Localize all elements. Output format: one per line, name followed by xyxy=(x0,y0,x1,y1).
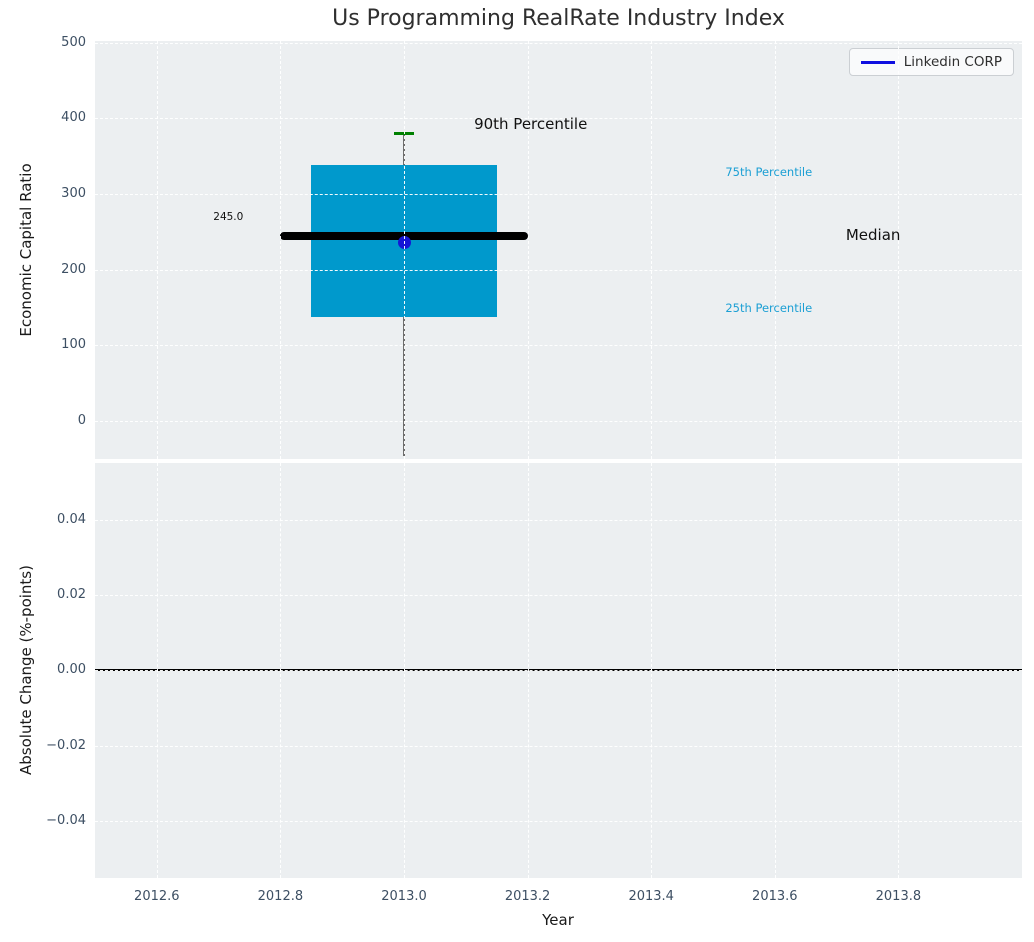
y-tick-label: 0.04 xyxy=(57,511,86,527)
median-value-label: 245.0 xyxy=(213,210,244,223)
y-tick-label: 0.02 xyxy=(57,587,86,603)
x-axis-label: Year xyxy=(542,911,574,929)
legend: Linkedin CORP xyxy=(848,48,1014,76)
gridline-vertical xyxy=(898,41,900,459)
gridline-horizontal xyxy=(95,670,1022,672)
chart-title: Us Programming RealRate Industry Index xyxy=(332,6,785,31)
gridline-horizontal xyxy=(95,820,1022,822)
y-tick-label: 0.00 xyxy=(57,662,86,678)
gridline-vertical xyxy=(404,41,405,459)
boxplot-median-line xyxy=(280,231,528,240)
gridline-horizontal xyxy=(95,42,1022,44)
x-tick-label: 2012.8 xyxy=(257,889,304,904)
x-tick-label: 2012.6 xyxy=(134,889,180,904)
gridline-vertical xyxy=(774,41,776,459)
y-tick-label: 100 xyxy=(61,337,86,353)
gridline-horizontal xyxy=(95,118,1022,120)
gridline-horizontal xyxy=(95,345,1022,347)
x-tick-label: 2013.6 xyxy=(752,889,798,904)
y-tick-label: 400 xyxy=(61,110,86,126)
gridline-vertical xyxy=(527,41,529,459)
boxplot-90th-percentile-cap xyxy=(394,131,414,135)
top-axes: Linkedin CORP 245.0 90th Percentile 75th P… xyxy=(95,41,1022,459)
x-tick-label: 2013.8 xyxy=(875,889,922,904)
bottom-axes xyxy=(95,463,1022,878)
gridline-horizontal xyxy=(95,193,1022,195)
p25-label: 25th Percentile xyxy=(725,300,813,315)
y-tick-label: 0 xyxy=(77,413,86,429)
gridline-horizontal xyxy=(95,745,1022,747)
gridline-horizontal xyxy=(95,269,1022,271)
gridline-vertical xyxy=(156,41,158,459)
gridline-vertical xyxy=(280,41,282,459)
gridline-horizontal xyxy=(95,519,1022,521)
y-tick-label: 300 xyxy=(61,185,86,201)
legend-label: Linkedin CORP xyxy=(903,54,1002,70)
p75-label: 75th Percentile xyxy=(725,165,813,179)
y-tick-label: −0.02 xyxy=(46,737,86,753)
gridline-vertical xyxy=(651,41,653,459)
gridline-horizontal xyxy=(95,421,1022,423)
gridline-horizontal xyxy=(95,595,1022,597)
median-label: Median xyxy=(845,225,901,244)
x-tick-label: 2013.2 xyxy=(504,889,551,904)
x-tick-label: 2013.4 xyxy=(628,889,674,904)
y-tick-label: 200 xyxy=(61,261,86,277)
y-tick-label: −0.04 xyxy=(46,812,86,828)
y-tick-label: 500 xyxy=(61,34,86,50)
p90-label: 90th Percentile xyxy=(474,114,588,133)
legend-line-sample xyxy=(860,60,895,64)
x-tick-label: 2013.0 xyxy=(381,889,427,904)
